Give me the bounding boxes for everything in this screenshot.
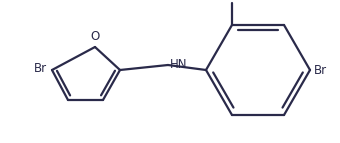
Text: HN: HN (170, 58, 187, 72)
Text: Br: Br (314, 63, 327, 77)
Text: O: O (90, 30, 100, 43)
Text: Br: Br (34, 61, 47, 75)
